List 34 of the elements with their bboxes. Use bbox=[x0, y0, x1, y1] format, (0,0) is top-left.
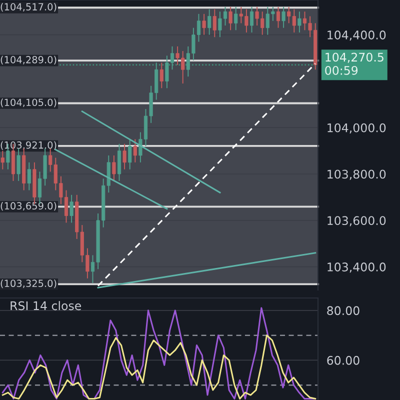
candlestick bbox=[160, 62, 164, 89]
y-tick-label: 60.00 bbox=[327, 356, 360, 365]
candlestick bbox=[228, 6, 232, 31]
candlestick bbox=[122, 143, 126, 170]
ref-line-label: (103,659.0) bbox=[0, 202, 56, 211]
y-tick-label: 104,000.0 bbox=[328, 123, 386, 134]
ref-line-label: 104,270.5 00:59 bbox=[325, 52, 384, 75]
candlestick bbox=[133, 138, 137, 163]
ref-line-label: (104,105.0) bbox=[0, 98, 56, 108]
candlestick bbox=[70, 194, 74, 224]
candlestick bbox=[250, 6, 254, 33]
ref-line-label: (103,325.0) bbox=[0, 280, 56, 288]
y-tick-label: 103,400.0 bbox=[328, 262, 386, 273]
candlestick bbox=[282, 6, 286, 28]
y-tick-label: 103,800.0 bbox=[328, 170, 386, 180]
chart-title: RSI 14 close bbox=[10, 301, 82, 310]
candlestick bbox=[0, 150, 4, 170]
candlestick bbox=[202, 13, 206, 36]
candlestick bbox=[112, 154, 116, 182]
y-tick-label: 104,400.0 bbox=[328, 30, 386, 41]
ref-line-label: (104,517.0) bbox=[0, 2, 56, 12]
candlestick bbox=[128, 138, 132, 170]
candlestick bbox=[27, 162, 31, 191]
candlestick bbox=[298, 11, 302, 33]
line-series bbox=[2, 334, 316, 400]
y-tick-label: 103,600.0 bbox=[328, 216, 386, 226]
ref-line-label: (104,289.0) bbox=[0, 56, 56, 65]
candlestick bbox=[212, 8, 216, 38]
y-tick-label: 80.00 bbox=[327, 306, 360, 316]
ref-line-label: (103,921.0) bbox=[0, 141, 56, 150]
candlestick bbox=[117, 143, 122, 182]
candlestick bbox=[276, 6, 280, 28]
candlestick bbox=[208, 8, 212, 36]
candlestick bbox=[234, 6, 238, 31]
